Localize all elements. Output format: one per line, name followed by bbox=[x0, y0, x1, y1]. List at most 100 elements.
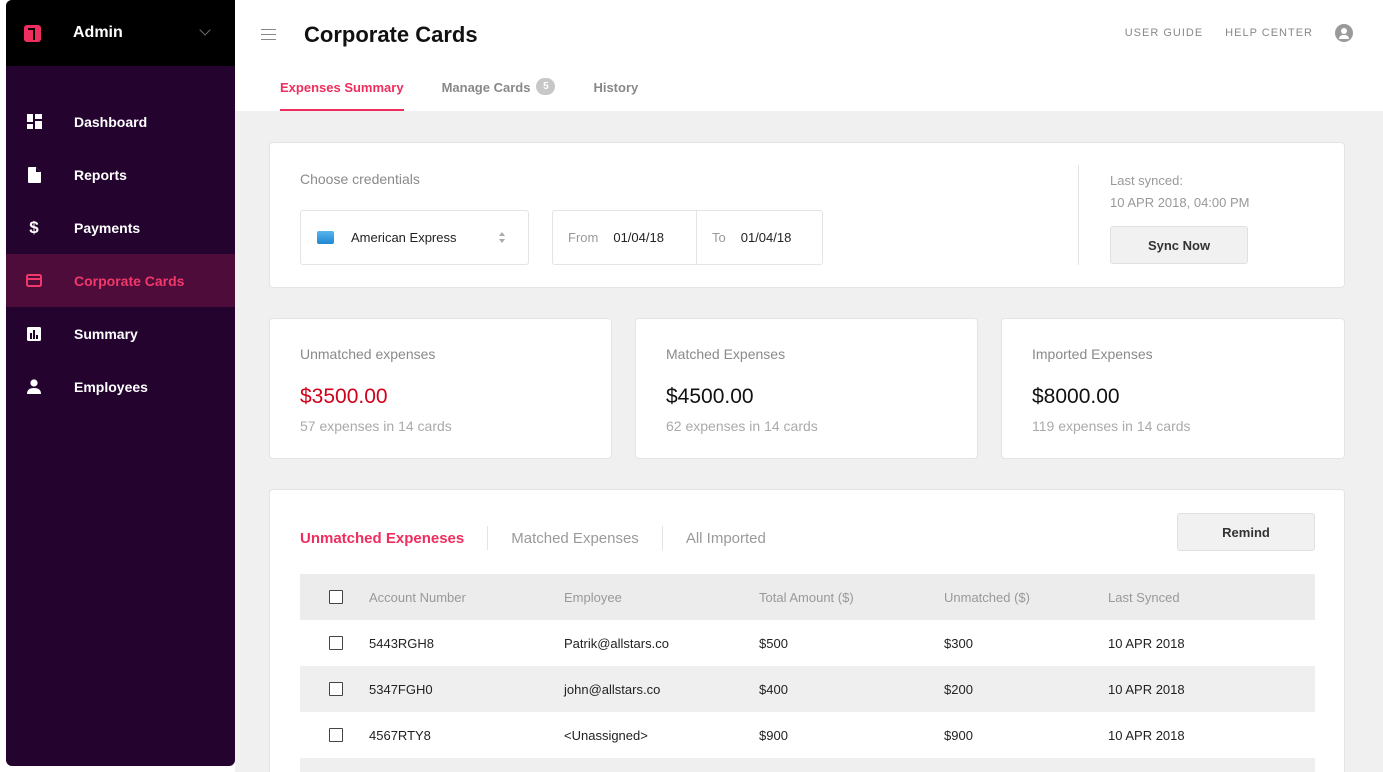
stat-value: $8000.00 bbox=[1032, 385, 1120, 408]
card-provider-select[interactable]: American Express bbox=[300, 210, 529, 265]
page-tabs: Expenses Summary Manage Cards 5 History bbox=[280, 68, 676, 111]
unmatched-cell: $900 bbox=[944, 727, 973, 743]
sidebar-item-corporate-cards[interactable]: Corporate Cards bbox=[6, 254, 235, 307]
column-header: Account Number bbox=[369, 589, 466, 605]
sidebar-item-dashboard[interactable]: Dashboard bbox=[6, 95, 235, 148]
last-synced-info: Last synced: 10 APR 2018, 04:00 PM bbox=[1110, 170, 1249, 214]
expenses-table: Account Number Employee Total Amount ($)… bbox=[300, 574, 1315, 772]
sidebar-item-label: Payments bbox=[74, 219, 141, 236]
amex-logo-icon bbox=[317, 231, 334, 244]
stat-subtext: 119 expenses in 14 cards bbox=[1032, 418, 1191, 434]
top-links: USER GUIDE HELP CENTER bbox=[1125, 24, 1353, 42]
sidebar-item-employees[interactable]: Employees bbox=[6, 360, 235, 413]
stat-subtext: 62 expenses in 14 cards bbox=[666, 418, 818, 434]
credentials-card: Choose credentials American Express From… bbox=[269, 142, 1345, 288]
help-center-link[interactable]: HELP CENTER bbox=[1225, 27, 1313, 39]
stat-label: Unmatched expenses bbox=[300, 346, 436, 362]
card-icon bbox=[26, 273, 42, 289]
unmatched-cell: $300 bbox=[944, 635, 973, 651]
table-header-row: Account Number Employee Total Amount ($)… bbox=[300, 574, 1315, 620]
date-range-picker: From 01/04/18 To 01/04/18 bbox=[552, 210, 823, 265]
account-switcher[interactable]: Admin bbox=[6, 0, 235, 66]
tab-label: Manage Cards bbox=[441, 80, 531, 95]
table-row[interactable]: 5347FGH0 john@allstars.co $400 $200 10 A… bbox=[300, 666, 1315, 712]
employee-cell: <Unassigned> bbox=[564, 727, 648, 743]
main-content: Choose credentials American Express From… bbox=[235, 111, 1383, 772]
date-to-field[interactable]: To 01/04/18 bbox=[697, 211, 791, 264]
expenses-tabs: Unmatched Expeneses Matched Expenses All… bbox=[300, 526, 766, 550]
employee-cell: john@allstars.co bbox=[564, 681, 661, 697]
row-checkbox[interactable] bbox=[329, 636, 343, 650]
bar-chart-icon bbox=[26, 326, 42, 342]
document-icon bbox=[26, 166, 42, 183]
date-from-value: 01/04/18 bbox=[613, 230, 664, 245]
count-badge: 5 bbox=[536, 78, 556, 95]
tab-label: History bbox=[593, 80, 639, 95]
sidebar-item-summary[interactable]: Summary bbox=[6, 307, 235, 360]
last-synced-label: Last synced: bbox=[1110, 173, 1183, 188]
stat-value: $3500.00 bbox=[300, 385, 388, 408]
page-title: Corporate Cards bbox=[304, 22, 478, 47]
tab-unmatched-expenses[interactable]: Unmatched Expeneses bbox=[300, 529, 465, 547]
divider bbox=[661, 526, 663, 550]
date-to-value: 01/04/18 bbox=[740, 230, 792, 245]
stat-label: Matched Expenses bbox=[666, 346, 786, 362]
matched-expenses-card: Matched Expenses $4500.00 62 expenses in… bbox=[635, 318, 978, 459]
stat-value: $4500.00 bbox=[666, 385, 754, 408]
menu-icon[interactable] bbox=[261, 29, 276, 40]
column-header: Employee bbox=[564, 589, 622, 605]
tab-matched-expenses[interactable]: Matched Expenses bbox=[511, 529, 639, 547]
date-to-label: To bbox=[712, 230, 726, 245]
table-row[interactable]: 4567RTY8 <Unassigned> $900 $900 10 APR 2… bbox=[300, 712, 1315, 758]
sidebar-item-label: Employees bbox=[74, 378, 148, 395]
credentials-label: Choose credentials bbox=[300, 171, 420, 187]
sidebar-item-label: Dashboard bbox=[74, 113, 148, 130]
tab-history[interactable]: History bbox=[593, 68, 638, 111]
user-avatar-icon[interactable] bbox=[1335, 24, 1353, 42]
selected-provider: American Express bbox=[351, 230, 457, 245]
remind-button[interactable]: Remind bbox=[1177, 513, 1315, 551]
account-number-cell: 5347FGH0 bbox=[369, 681, 433, 697]
tab-expenses-summary[interactable]: Expenses Summary bbox=[280, 68, 404, 111]
tab-manage-cards[interactable]: Manage Cards 5 bbox=[442, 68, 556, 111]
sidebar-nav: Dashboard Reports $ Payments Corporate C… bbox=[6, 95, 235, 413]
app-logo-icon bbox=[24, 24, 41, 42]
date-from-label: From bbox=[568, 230, 599, 245]
last-synced-cell: 10 APR 2018 bbox=[1108, 635, 1185, 651]
account-number-cell: 4567RTY8 bbox=[369, 727, 431, 743]
row-checkbox[interactable] bbox=[329, 728, 343, 742]
imported-expenses-card: Imported Expenses $8000.00 119 expenses … bbox=[1001, 318, 1345, 459]
select-all-checkbox[interactable] bbox=[329, 590, 343, 604]
last-synced-cell: 10 APR 2018 bbox=[1108, 681, 1185, 697]
column-header: Unmatched ($) bbox=[944, 589, 1030, 605]
chevron-down-icon bbox=[199, 24, 211, 36]
stat-subtext: 57 expenses in 14 cards bbox=[300, 418, 452, 434]
user-guide-link[interactable]: USER GUIDE bbox=[1124, 27, 1204, 39]
tab-all-imported[interactable]: All Imported bbox=[685, 529, 766, 547]
expenses-list-card: Unmatched Expeneses Matched Expenses All… bbox=[269, 489, 1345, 772]
total-amount-cell: $500 bbox=[759, 635, 788, 651]
sidebar-item-label: Reports bbox=[74, 166, 127, 183]
sidebar-item-reports[interactable]: Reports bbox=[6, 148, 235, 201]
column-header: Last Synced bbox=[1108, 589, 1180, 605]
stat-label: Imported Expenses bbox=[1032, 346, 1153, 362]
sidebar: Admin Dashboard Reports $ Payments Corpo… bbox=[6, 0, 235, 766]
total-amount-cell: $900 bbox=[759, 727, 788, 743]
divider bbox=[1078, 165, 1079, 265]
account-name: Admin bbox=[73, 24, 123, 41]
table-row bbox=[300, 758, 1315, 772]
sidebar-item-label: Corporate Cards bbox=[74, 272, 185, 289]
row-checkbox[interactable] bbox=[329, 682, 343, 696]
dollar-icon: $ bbox=[29, 217, 39, 237]
dashboard-icon bbox=[26, 114, 42, 130]
sync-now-button[interactable]: Sync Now bbox=[1110, 226, 1248, 264]
unmatched-expenses-card: Unmatched expenses $3500.00 57 expenses … bbox=[269, 318, 612, 459]
total-amount-cell: $400 bbox=[759, 681, 788, 697]
date-from-field[interactable]: From 01/04/18 bbox=[553, 211, 697, 264]
account-number-cell: 5443RGH8 bbox=[369, 635, 435, 651]
unmatched-cell: $200 bbox=[944, 681, 973, 697]
sidebar-item-payments[interactable]: $ Payments bbox=[6, 201, 235, 254]
last-synced-cell: 10 APR 2018 bbox=[1108, 727, 1185, 743]
table-row[interactable]: 5443RGH8 Patrik@allstars.co $500 $300 10… bbox=[300, 620, 1315, 666]
divider bbox=[487, 526, 489, 550]
